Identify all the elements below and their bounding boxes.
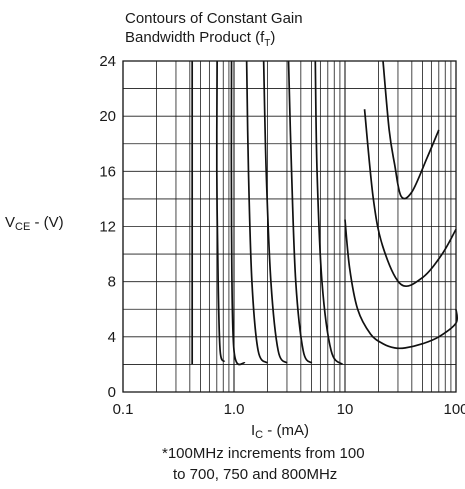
y-tick-label: 0 bbox=[108, 384, 116, 401]
contour-line bbox=[262, 60, 288, 364]
x-tick-label: 100 bbox=[443, 401, 465, 418]
contour-line bbox=[344, 219, 459, 350]
plot-frame bbox=[122, 60, 457, 393]
y-tick-label: 4 bbox=[108, 329, 116, 346]
x-axis-label: IC - (mA) bbox=[251, 422, 309, 441]
x-axis-label-subscript: C bbox=[255, 429, 263, 441]
contour-line bbox=[382, 60, 440, 200]
y-tick-label: 16 bbox=[99, 163, 116, 180]
chart-title-subscript: T bbox=[264, 38, 270, 49]
note-line1: *100MHz increments from 100 bbox=[162, 445, 365, 462]
x-tick-label: 1.0 bbox=[224, 401, 245, 418]
y-tick-label: 24 bbox=[99, 53, 116, 70]
x-tick-label: 10 bbox=[337, 401, 354, 418]
contour-line bbox=[245, 60, 269, 364]
chart-title-line1: Contours of Constant Gain bbox=[125, 10, 303, 27]
y-axis-label-subscript: CE bbox=[15, 221, 30, 233]
contour-line bbox=[230, 60, 246, 366]
y-tick-labels: 0 4 8 12 16 20 24 bbox=[99, 53, 116, 401]
y-tick-label: 8 bbox=[108, 274, 116, 291]
contour-line bbox=[314, 60, 344, 366]
x-tick-labels: 0.1 1.0 10 100 bbox=[113, 401, 465, 418]
contour-line bbox=[287, 60, 313, 364]
contour-line bbox=[363, 109, 457, 288]
y-tick-label: 20 bbox=[99, 108, 116, 125]
contour-curves bbox=[191, 60, 459, 366]
y-axis-label: VCE - (V) bbox=[5, 214, 64, 233]
y-tick-label: 12 bbox=[99, 219, 116, 236]
note-line2: to 700, 750 and 800MHz bbox=[173, 466, 337, 483]
contour-line bbox=[215, 60, 226, 363]
x-tick-label: 0.1 bbox=[113, 401, 134, 418]
chart-title-line2: Bandwidth Product (fT) bbox=[125, 29, 275, 49]
